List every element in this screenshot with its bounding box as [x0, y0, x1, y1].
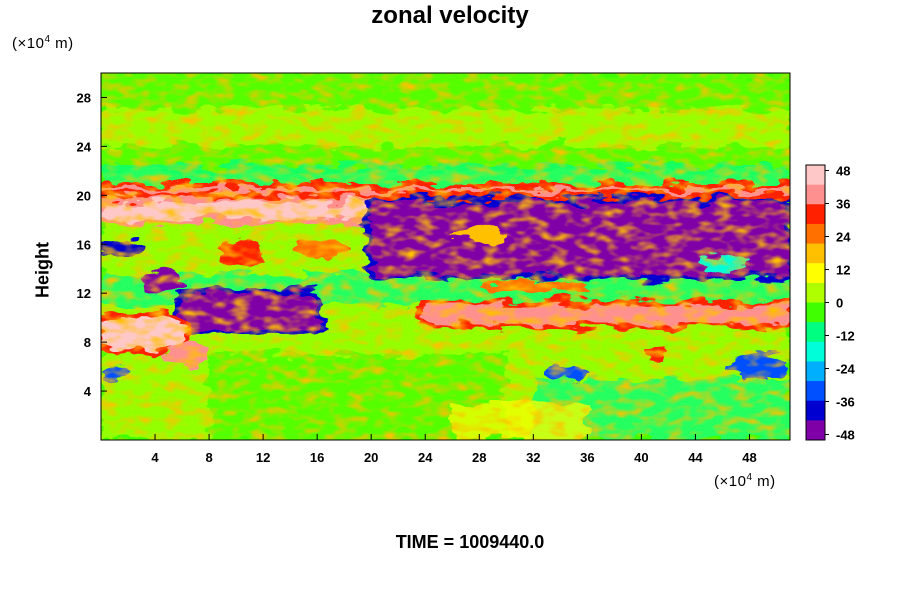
x-tick-label: 40 [634, 450, 648, 465]
colorbar-swatch [806, 263, 825, 284]
colorbar-tick-label: 12 [836, 263, 850, 278]
y-axis-ticks: 4 8 12 16 20 24 28 [77, 90, 107, 399]
x-tick-label: 32 [526, 450, 540, 465]
x-tick-label: 24 [418, 450, 433, 465]
velocity-field [101, 73, 790, 440]
x-axis-unit: (×104 m) [714, 472, 776, 490]
colorbar-swatch [806, 400, 825, 421]
y-axis-unit: (×104 m) [12, 34, 74, 52]
colorbar-swatch [806, 184, 825, 205]
colorbar-swatch [806, 341, 825, 362]
colorbar-tick-label: -12 [836, 329, 855, 344]
colorbar-swatch [806, 223, 825, 245]
x-tick-label: 44 [688, 450, 703, 465]
x-tick-label: 36 [580, 450, 594, 465]
colorbar-swatch [806, 204, 825, 225]
colorbar: 48 36 24 12 0 -12 -24 -36 -48 [805, 164, 856, 443]
x-tick-label: 48 [742, 450, 756, 465]
plot-frame [100, 72, 791, 441]
colorbar-swatch [806, 322, 825, 343]
colorbar-swatch [806, 302, 825, 323]
colorbar-tick-label: 24 [836, 230, 851, 245]
y-tick-label: 20 [77, 188, 91, 203]
x-axis-ticks: 4 8 12 16 20 24 28 32 36 40 44 48 [151, 434, 757, 465]
chart-title: zonal velocity [371, 2, 529, 29]
x-tick-label: 12 [256, 450, 270, 465]
colorbar-swatch [806, 282, 825, 303]
colorbar-swatch [806, 420, 825, 441]
colorbar-tick-label: -24 [836, 362, 856, 377]
colorbar-swatch [806, 381, 825, 402]
y-tick-label: 4 [84, 384, 92, 399]
x-tick-label: 4 [151, 450, 159, 465]
y-tick-label: 28 [77, 90, 91, 105]
colorbar-tick-label: 36 [836, 197, 850, 212]
colorbar-swatch [806, 165, 825, 186]
y-tick-label: 24 [77, 139, 92, 154]
colorbar-swatch [806, 243, 825, 264]
colorbar-tick-label: 48 [836, 164, 850, 179]
y-tick-label: 12 [77, 286, 91, 301]
time-label: TIME = 1009440.0 [395, 532, 545, 552]
x-tick-label: 8 [205, 450, 212, 465]
colorbar-swatch [806, 361, 825, 382]
colorbar-tick-label: -48 [836, 428, 855, 443]
x-tick-label: 20 [364, 450, 378, 465]
x-tick-label: 16 [310, 450, 324, 465]
colorbar-tick-label: 0 [836, 296, 843, 311]
y-tick-label: 8 [84, 335, 91, 350]
y-tick-label: 16 [77, 237, 91, 252]
x-tick-label: 28 [472, 450, 486, 465]
colorbar-tick-label: -36 [836, 395, 855, 410]
